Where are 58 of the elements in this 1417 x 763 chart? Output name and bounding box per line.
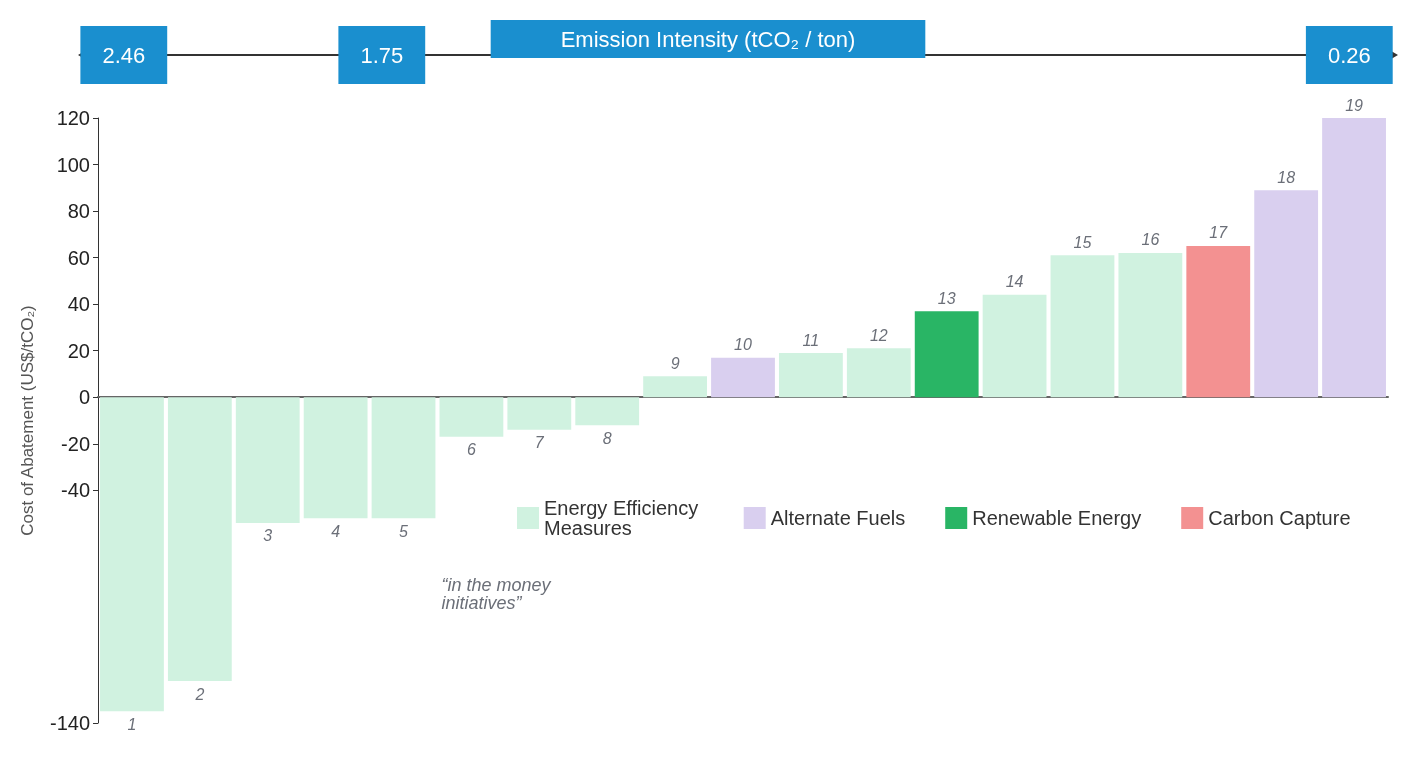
y-tick-label: -140 xyxy=(49,712,90,734)
x-tick-label: 16 xyxy=(1141,231,1160,249)
x-tick-label: 12 xyxy=(869,326,888,344)
bar xyxy=(1322,118,1386,398)
bar xyxy=(846,348,911,398)
text: 1.75 xyxy=(360,42,404,68)
x-tick-label: 8 xyxy=(602,429,612,447)
bar xyxy=(1118,252,1183,398)
y-tick-label: 60 xyxy=(67,246,90,269)
chart-title: Emission Intensity (tCO₂ / ton) xyxy=(560,26,856,52)
text: 0.26 xyxy=(1327,42,1371,68)
y-tick-label: 80 xyxy=(67,200,90,223)
bar xyxy=(100,397,164,712)
bar xyxy=(643,376,708,398)
annotation: “in the money initiatives” xyxy=(441,575,556,614)
bar xyxy=(167,397,232,682)
y-tick-label: 120 xyxy=(56,107,90,129)
x-tick-label: 10 xyxy=(734,336,752,354)
x-tick-label: 19 xyxy=(1345,96,1364,114)
x-tick-label: 11 xyxy=(802,331,820,349)
x-tick-label: 13 xyxy=(937,289,956,307)
legend-label: Alternate Fuels xyxy=(770,507,906,529)
y-tick-label: 40 xyxy=(67,293,90,316)
y-tick-label: -40 xyxy=(61,479,90,502)
x-tick-label: 14 xyxy=(1005,273,1024,291)
bar xyxy=(711,357,775,398)
y-tick-label: -20 xyxy=(61,432,90,455)
bar xyxy=(914,311,979,398)
x-tick-label: 6 xyxy=(466,441,476,459)
x-tick-label: 17 xyxy=(1209,224,1229,242)
x-tick-label: 1 xyxy=(127,715,137,733)
y-tick-label: 20 xyxy=(67,339,90,362)
bar xyxy=(982,294,1047,398)
bar xyxy=(507,397,572,430)
bar xyxy=(1254,190,1319,398)
bar xyxy=(1050,255,1115,398)
x-tick-label: 2 xyxy=(194,685,205,703)
bar xyxy=(1186,245,1251,398)
legend-label: Energy Efficiency Measures xyxy=(544,497,704,539)
bar xyxy=(439,397,504,437)
bar xyxy=(303,397,368,519)
legend-label: Renewable Energy xyxy=(972,507,1142,529)
x-tick-label: 9 xyxy=(670,354,680,372)
x-tick-label: 4 xyxy=(331,522,341,540)
y-axis-title: Cost of Abatement (US$/tCO₂) xyxy=(18,305,37,536)
x-tick-label: 5 xyxy=(399,522,409,540)
bar xyxy=(371,397,436,519)
bar xyxy=(778,353,843,398)
x-tick-label: 7 xyxy=(534,434,545,452)
bar xyxy=(575,397,640,426)
x-tick-label: 18 xyxy=(1277,168,1296,186)
y-tick-label: 100 xyxy=(56,153,90,176)
bar xyxy=(235,397,300,523)
x-tick-label: 3 xyxy=(263,527,273,545)
legend-label: Carbon Capture xyxy=(1208,507,1351,529)
x-tick-label: 15 xyxy=(1073,233,1092,251)
y-tick-label: 0 xyxy=(78,386,90,409)
text: 2.46 xyxy=(102,42,146,68)
